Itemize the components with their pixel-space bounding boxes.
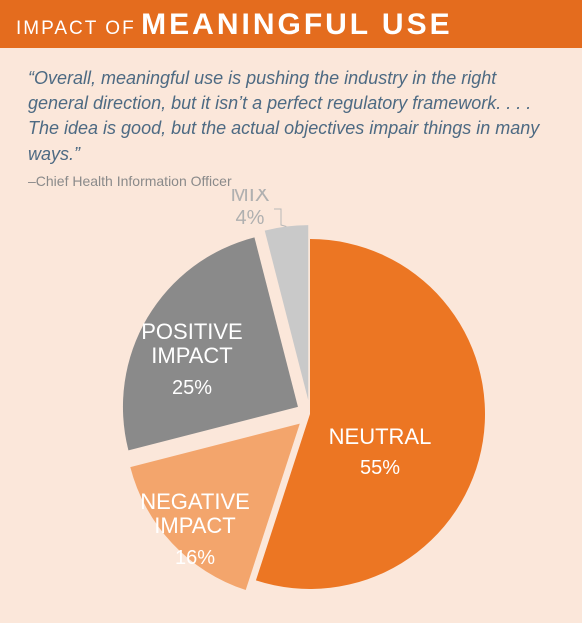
- svg-text:POSITIVE: POSITIVE: [141, 319, 242, 344]
- pie-chart: NEUTRAL55%NEGATIVEIMPACT16%POSITIVEIMPAC…: [0, 189, 582, 609]
- header-bar: IMPACT OF MEANINGFUL USE: [0, 0, 582, 48]
- svg-text:55%: 55%: [360, 457, 400, 479]
- svg-text:25%: 25%: [172, 377, 212, 399]
- header-big: MEANINGFUL USE: [141, 8, 452, 41]
- quote-text: “Overall, meaningful use is pushing the …: [0, 48, 582, 171]
- header-small: IMPACT OF: [16, 18, 136, 39]
- leader-line-mix: [274, 209, 286, 226]
- svg-text:NEUTRAL: NEUTRAL: [329, 424, 432, 449]
- slice-label-mix: MIX4%: [230, 189, 269, 229]
- svg-text:IMPACT: IMPACT: [154, 513, 235, 538]
- svg-text:NEGATIVE: NEGATIVE: [140, 489, 250, 514]
- quote-attribution: –Chief Health Information Officer: [0, 171, 582, 189]
- svg-text:16%: 16%: [175, 547, 215, 569]
- svg-text:IMPACT: IMPACT: [151, 343, 232, 368]
- svg-text:4%: 4%: [236, 207, 265, 229]
- svg-text:MIX: MIX: [230, 189, 269, 206]
